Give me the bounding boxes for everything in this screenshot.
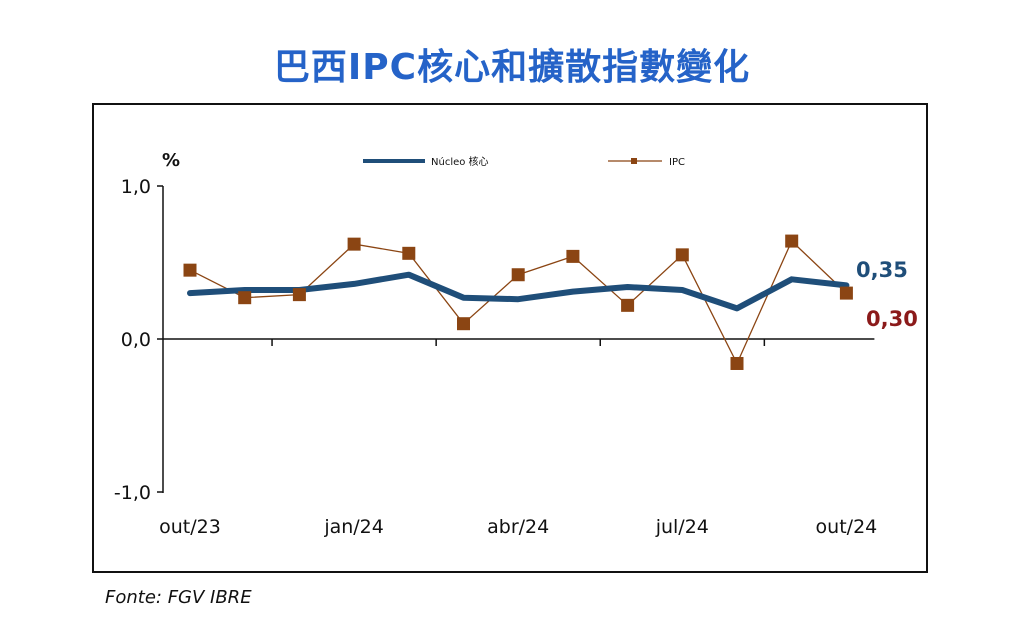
y-axis-unit: %: [162, 150, 180, 171]
chart-axes: [162, 186, 875, 493]
x-tick-label: out/23: [159, 516, 221, 538]
chart-lines: [187, 239, 850, 366]
y-tick-label: 1,0: [121, 176, 151, 198]
ipc-point: [839, 286, 853, 300]
x-tick-label: jan/24: [323, 516, 384, 538]
ipc-point: [511, 268, 525, 282]
ipc-point: [238, 291, 252, 305]
nucleo-end-label: 0,35: [856, 258, 908, 282]
ipc-point: [566, 249, 580, 263]
chart-labels: 0,35 0,30: [856, 258, 918, 331]
x-tick-label: abr/24: [487, 516, 549, 538]
ipc-point: [730, 356, 744, 370]
x-tick-label: jul/24: [655, 516, 709, 538]
ipc-point: [402, 246, 416, 260]
ipc-point: [292, 288, 306, 302]
ipc-point: [785, 234, 799, 248]
y-tick-label: 0,0: [121, 329, 151, 351]
source-note: Fonte: FGV IBRE: [105, 587, 252, 608]
legend-nucleo-label: Núcleo 核心: [431, 155, 489, 168]
ipc-point: [675, 248, 689, 262]
y-tick-label: -1,0: [114, 482, 151, 504]
chart-legend: Núcleo 核心 IPC: [363, 155, 685, 168]
legend-ipc-marker: [631, 158, 637, 164]
ipc-end-label: 0,30: [866, 307, 918, 331]
page-title: 巴西IPC核心和擴散指數變化: [273, 47, 751, 88]
x-tick-label: out/24: [816, 516, 878, 538]
ipc-point: [457, 317, 470, 331]
chart-frame: [92, 103, 928, 573]
ipc-point: [621, 298, 635, 312]
chart-markers: [183, 234, 853, 370]
ipc-point: [347, 237, 361, 251]
ipc-point: [183, 263, 197, 277]
legend-ipc-label: IPC: [669, 157, 685, 168]
chart-ticks: % 1,0 0,0 -1,0 out/23 jan/24 abr/24 jul/24 out/2…: [114, 150, 877, 538]
